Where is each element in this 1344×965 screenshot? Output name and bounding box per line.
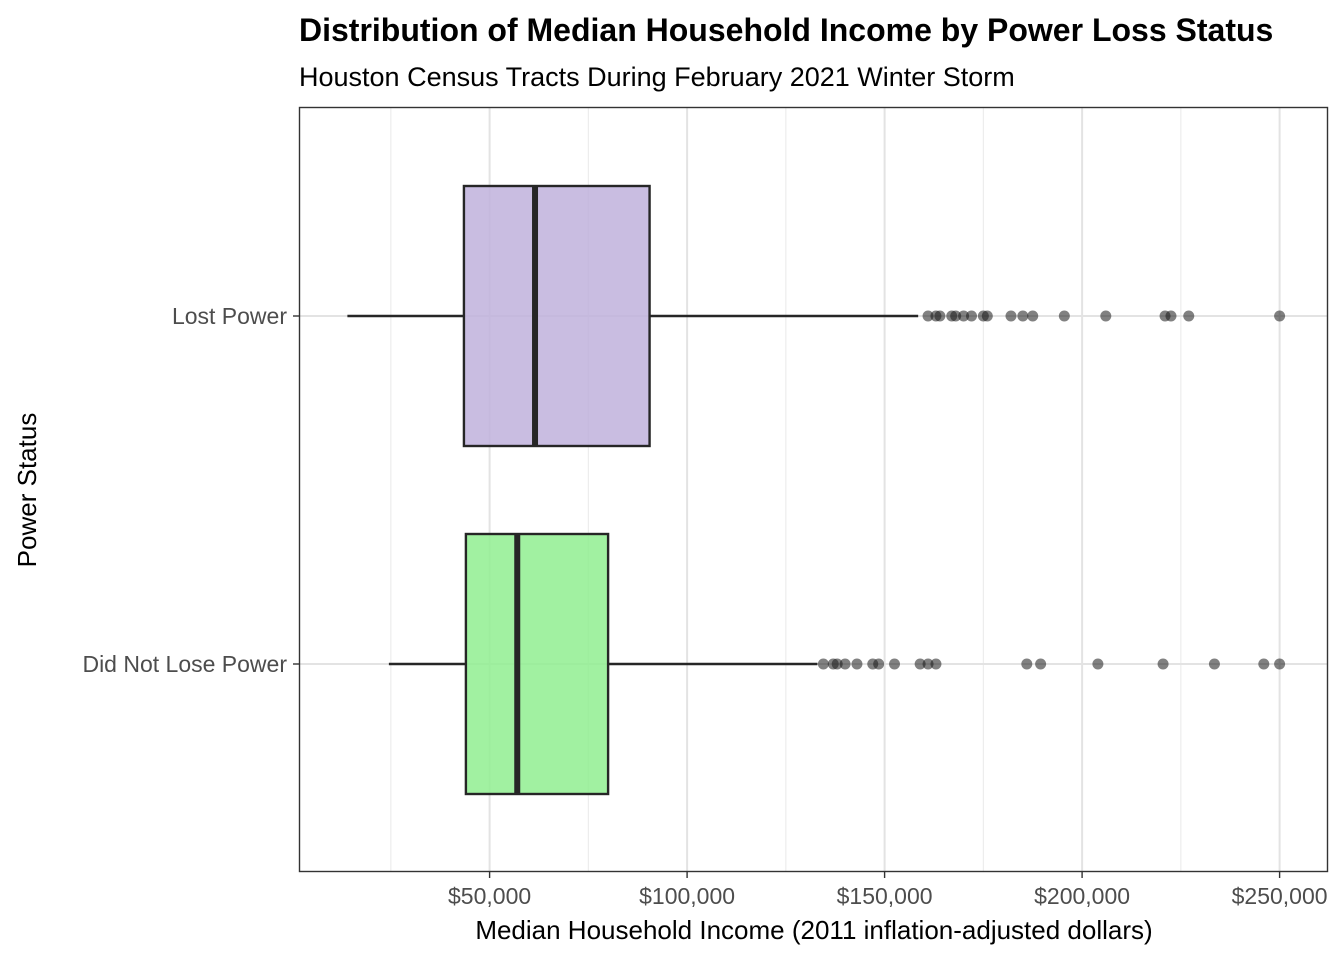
x-tick-label: $200,000	[1034, 883, 1130, 909]
x-tick-label: $50,000	[448, 883, 531, 909]
x-axis-title: Median Household Income (2011 inflation-…	[475, 915, 1152, 945]
y-tick-label: Lost Power	[172, 303, 287, 329]
box	[464, 532, 610, 796]
outlier-point	[873, 658, 885, 670]
outlier-point	[922, 310, 934, 322]
outlier-point	[851, 658, 863, 670]
x-tick-label: $250,000	[1232, 883, 1328, 909]
outlier-point	[888, 658, 900, 670]
outlier-point	[981, 310, 993, 322]
outlier-point	[966, 310, 977, 322]
outlier-point	[1017, 310, 1029, 322]
outlier-point	[1165, 310, 1177, 322]
outlier-point	[934, 310, 946, 322]
boxes	[347, 184, 1286, 796]
outlier-point	[914, 658, 926, 670]
outlier-point	[831, 658, 843, 670]
outlier-point	[1058, 310, 1070, 322]
outlier-point	[1157, 658, 1169, 670]
chart-title: Distribution of Median Household Income …	[299, 12, 1273, 48]
outlier-point	[1274, 310, 1286, 322]
box	[462, 184, 651, 448]
outlier-point	[950, 310, 962, 322]
axes: $50,000 $100,000 $150,000 $200,000 $250,000 L…	[82, 303, 1327, 909]
outlier-point	[1100, 310, 1112, 322]
outlier-point	[922, 658, 934, 670]
outlier-point	[1274, 658, 1286, 670]
outlier-point	[1035, 658, 1047, 670]
outlier-point	[1183, 310, 1195, 322]
outlier-point	[1027, 310, 1039, 322]
outlier-point	[930, 658, 942, 670]
outlier-point	[1092, 658, 1104, 670]
outlier-point	[958, 310, 970, 322]
outlier-point	[817, 658, 829, 670]
outlier-point	[1258, 658, 1270, 670]
x-tick-label: $150,000	[837, 883, 933, 909]
outlier-point	[1208, 658, 1220, 670]
grid	[300, 108, 1327, 871]
outlier-point	[1005, 310, 1017, 322]
outlier-point	[1021, 658, 1033, 670]
y-tick-label: Did Not Lose Power	[82, 651, 287, 677]
plot-panel-border	[298, 106, 1329, 873]
box-group	[388, 532, 1286, 796]
x-tick-label: $100,000	[639, 883, 735, 909]
chart-subtitle: Houston Census Tracts During February 20…	[299, 62, 1015, 92]
outlier-point	[839, 658, 851, 670]
box-group	[347, 184, 1286, 448]
y-axis-title: Power Status	[12, 413, 42, 568]
